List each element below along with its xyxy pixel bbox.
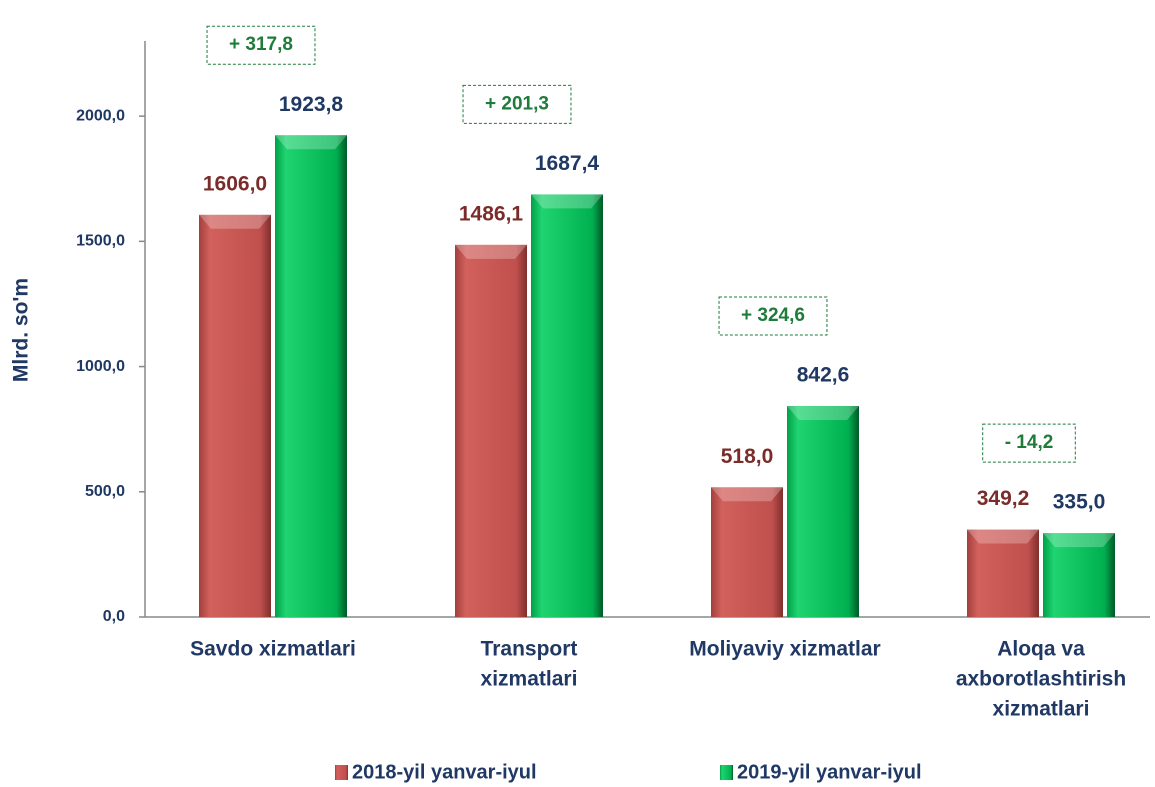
bar bbox=[275, 135, 347, 617]
value-label: 1486,1 bbox=[459, 202, 524, 225]
x-tick-label: axborotlashtirish bbox=[956, 668, 1126, 691]
y-tick-label: 0,0 bbox=[103, 608, 125, 625]
value-label: 518,0 bbox=[721, 445, 774, 468]
legend-label: 2019-yil yanvar-iyul bbox=[737, 761, 922, 783]
bar bbox=[531, 194, 603, 617]
legend-label: 2018-yil yanvar-iyul bbox=[352, 761, 537, 783]
bar-bevel bbox=[967, 529, 1039, 544]
bar bbox=[967, 529, 1039, 617]
value-label: 1687,4 bbox=[535, 152, 600, 175]
value-label: 335,0 bbox=[1053, 491, 1106, 514]
difference-box bbox=[982, 423, 1076, 463]
value-label: 349,2 bbox=[977, 487, 1030, 510]
x-tick-label: Aloqa va bbox=[997, 638, 1085, 661]
bar-bevel bbox=[787, 405, 859, 420]
y-tick-label: 1000,0 bbox=[76, 358, 125, 375]
difference-label: + 324,6 bbox=[741, 305, 805, 326]
bar-bevel bbox=[711, 487, 783, 502]
bar-bevel bbox=[275, 135, 347, 150]
x-tick-label: xizmatlari bbox=[993, 698, 1090, 721]
y-tick-label: 1500,0 bbox=[76, 233, 125, 250]
y-tick-label: 500,0 bbox=[85, 483, 125, 500]
difference-box bbox=[206, 25, 316, 65]
bar bbox=[455, 244, 527, 618]
bar-bevel bbox=[1043, 533, 1115, 548]
y-axis-title: Mlrd. so'm bbox=[10, 278, 33, 382]
x-tick-label: Moliyaviy xizmatlar bbox=[689, 638, 880, 661]
bar bbox=[787, 405, 859, 617]
value-label: 1606,0 bbox=[203, 172, 267, 195]
difference-box bbox=[462, 84, 572, 124]
bar bbox=[711, 487, 783, 617]
y-tick-label: 2000,0 bbox=[76, 107, 125, 124]
bar-bevel bbox=[531, 194, 603, 209]
bar-bevel bbox=[455, 244, 527, 259]
legend-swatch bbox=[720, 765, 733, 780]
difference-box bbox=[718, 296, 828, 336]
difference-label: - 14,2 bbox=[1005, 432, 1054, 453]
value-label: 842,6 bbox=[797, 364, 850, 387]
difference-label: + 317,8 bbox=[229, 34, 293, 55]
legend-swatch bbox=[335, 765, 348, 780]
x-tick-label: Savdo xizmatlari bbox=[190, 638, 356, 661]
value-label: 1923,8 bbox=[279, 93, 344, 116]
x-tick-label: Transport bbox=[481, 638, 578, 661]
bar bbox=[199, 214, 271, 617]
bar bbox=[1043, 533, 1115, 617]
x-tick-label: xizmatlari bbox=[481, 668, 578, 691]
difference-label: + 201,3 bbox=[485, 93, 549, 114]
bar-bevel bbox=[199, 214, 271, 229]
